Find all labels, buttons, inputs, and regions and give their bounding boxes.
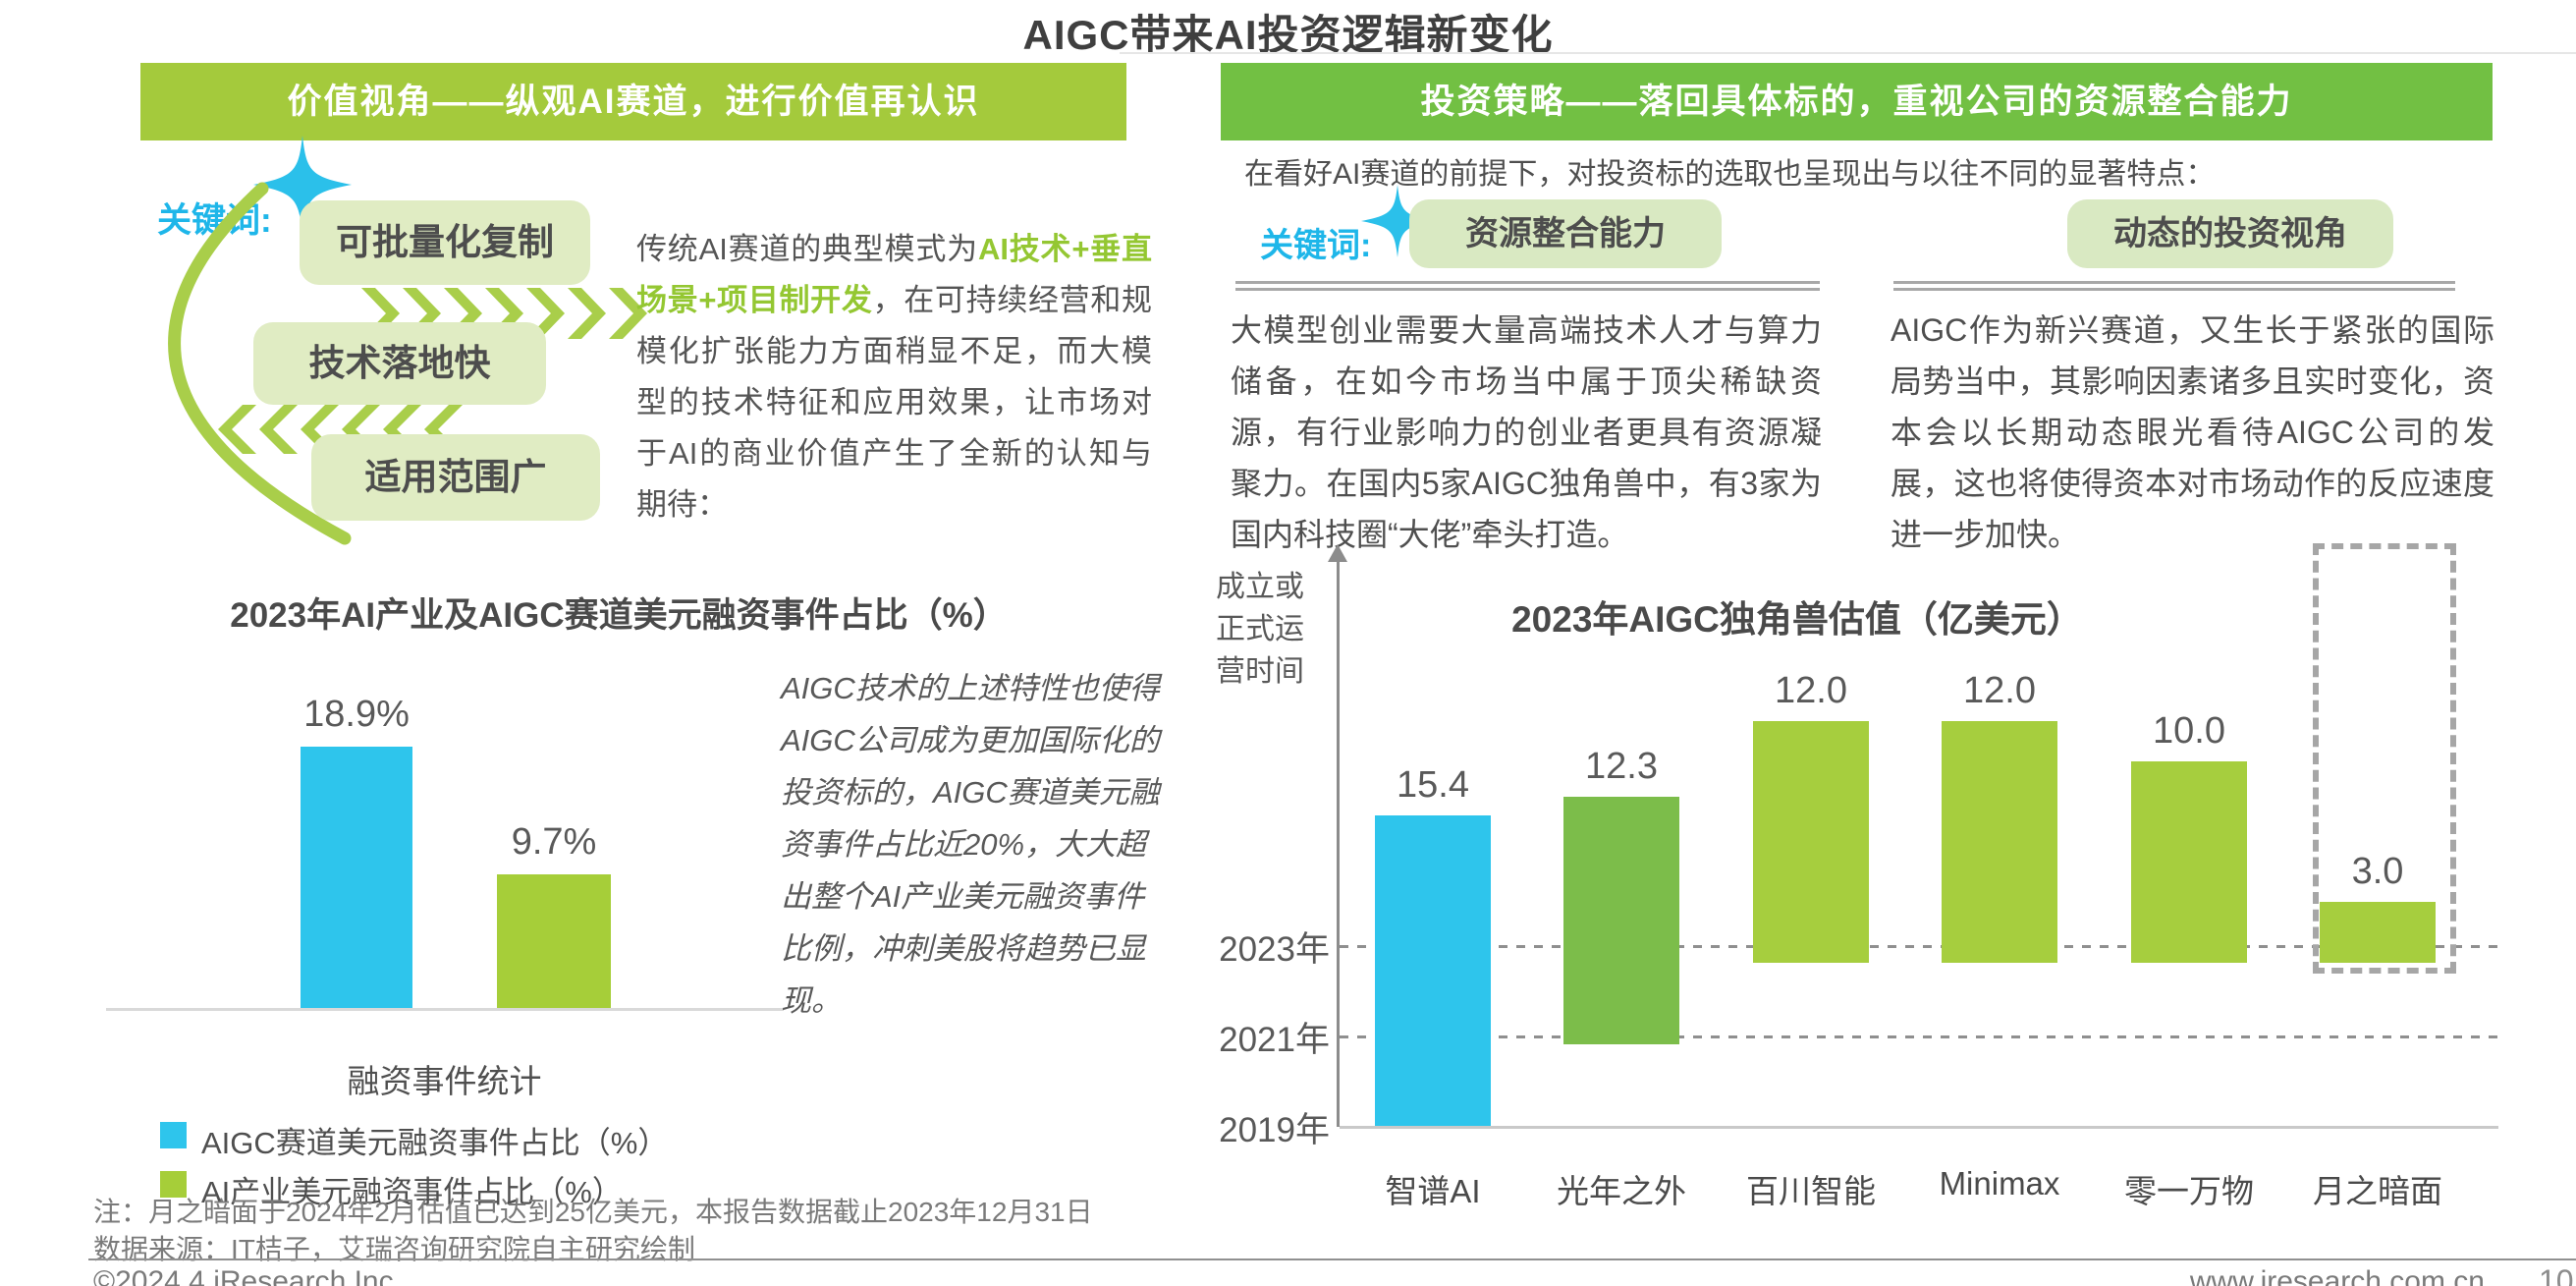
right-chart-value-label-2: 12.0	[1775, 670, 1847, 711]
right-chart-value-label-5: 3.0	[2351, 851, 2404, 892]
right-chart-category-label-4: 零一万物	[2124, 1173, 2254, 1209]
left-paragraph-prefix: 传统AI赛道的典型模式为	[636, 232, 978, 266]
right-chart-bar-0	[1375, 815, 1491, 1126]
gridline-2021	[1340, 1035, 2498, 1038]
right-subtitle: 在看好AI赛道的前提下，对投资标的选取也呈现出与以往不同的显著特点：	[1244, 158, 2216, 191]
right-chart-baseline	[1340, 1126, 2498, 1129]
left-chart-baseline	[106, 1008, 784, 1011]
right-chart-bar-5	[2320, 902, 2436, 963]
right-chart-value-label-3: 12.0	[1963, 670, 2036, 711]
keyword-box-wide-scope: 适用范围广	[311, 434, 600, 521]
right-chart-title: 2023年AIGC独角兽估值（亿美元）	[1511, 599, 2083, 640]
right-chart-bar-1	[1563, 797, 1679, 1044]
footer-note-2: 数据来源：IT桔子，艾瑞咨询研究院自主研究绘制	[93, 1234, 695, 1264]
left-chart-x-label: 融资事件统计	[347, 1063, 542, 1099]
left-section-header: 价值视角——纵观AI赛道，进行价值再认识	[140, 63, 1126, 140]
right-chart-category-label-0: 智谱AI	[1385, 1173, 1481, 1209]
footer-copyright: ©2024.4 iResearch Inc.	[93, 1265, 402, 1286]
right-chart-category-label-3: Minimax	[1939, 1165, 2060, 1202]
title-underline	[1120, 52, 2576, 54]
left-paragraph: 传统AI赛道的典型模式为AI技术+垂直场景+项目制开发，在可持续经营和规模化扩张…	[636, 224, 1152, 531]
keyword-box-replicable: 可批量化复制	[300, 200, 590, 285]
italic-commentary: AIGC技术的上述特性也使得AIGC公司成为更加国际化的投资标的，AIGC赛道美…	[781, 671, 1160, 1018]
left-chart-title: 2023年AI产业及AIGC赛道美元融资事件占比（%）	[230, 596, 1008, 635]
sparkle-icon	[1361, 185, 1434, 257]
right-section-header: 投资策略——落回具体标的，重视公司的资源整合能力	[1221, 63, 2493, 140]
right-chart-category-label-5: 月之暗面	[2313, 1173, 2442, 1209]
sparkle-icon	[253, 136, 352, 234]
right-paragraph-1: 大模型创业需要大量高端技术人才与算力储备，在如今市场当中属于顶尖稀缺资源，有行业…	[1231, 312, 1822, 552]
right-chart-value-label-1: 12.3	[1585, 746, 1658, 787]
right-chart-value-label-4: 10.0	[2153, 710, 2225, 752]
left-paragraph-highlight: AI技术+垂直场景+项目制开发	[636, 232, 1152, 317]
left-chart-bar-label-1: 9.7%	[511, 821, 597, 863]
legend-label-ai: AI产业美元融资事件占比（%）	[201, 1175, 623, 1209]
right-chart-category-label-1: 光年之外	[1557, 1173, 1686, 1209]
right-chart-bar-2	[1753, 721, 1869, 963]
year-tick-2023: 2023年	[1219, 930, 1330, 969]
right-chart-value-label-0: 15.4	[1397, 764, 1469, 806]
right-keyword-label: 关键词:	[1260, 227, 1372, 264]
legend-swatch-aigc	[160, 1122, 187, 1148]
legend-swatch-ai	[160, 1171, 187, 1198]
keyword-box-fast-landing: 技术落地快	[253, 322, 546, 405]
right-chart-bar-3	[1942, 721, 2057, 963]
right-chart-y-axis-line	[1337, 560, 1340, 1127]
page-number: 10	[2539, 1263, 2574, 1286]
curve-arrow-icon	[168, 182, 352, 545]
left-chart-bar-0	[301, 747, 412, 1008]
footer-divider	[88, 1258, 2576, 1260]
right-chart-category-label-2: 百川智能	[1746, 1173, 1876, 1209]
keyword-underline	[1235, 281, 1820, 291]
year-tick-2021: 2021年	[1219, 1021, 1330, 1059]
page-title: AIGC带来AI投资逻辑新变化	[1022, 12, 1554, 58]
keyword-underline	[1893, 281, 2455, 291]
right-chart-bar-4	[2131, 761, 2247, 963]
keyword-box-dynamic-view: 动态的投资视角	[2067, 199, 2393, 268]
gridline-2023	[1340, 945, 2498, 948]
footer-note-1: 注：月之暗面于2024年2月估值已达到25亿美元，本报告数据截止2023年12月…	[93, 1197, 1093, 1227]
year-tick-2019: 2019年	[1219, 1111, 1330, 1149]
right-chart-y-axis-label: 成立或正式运营时间	[1216, 571, 1304, 688]
left-paragraph-suffix: ，在可持续经营和规模化扩张能力方面稍显不足，而大模型的技术特征和应用效果，让市场…	[636, 283, 1153, 522]
keyword-box-resource-integration: 资源整合能力	[1409, 199, 1722, 268]
y-axis-arrow-icon	[1328, 544, 1347, 562]
left-chart-bar-label-0: 18.9%	[303, 694, 410, 735]
footer-website-link[interactable]: www.iresearch.com.cn	[2189, 1265, 2485, 1286]
legend-label-aigc: AIGC赛道美元融资事件占比（%）	[201, 1126, 669, 1160]
highlight-dashed-box	[2313, 543, 2456, 974]
left-chart-bar-1	[497, 874, 611, 1008]
right-paragraph-2: AIGC作为新兴赛道，又生长于紧张的国际局势当中，其影响因素诸多且实时变化，资本…	[1891, 312, 2494, 552]
